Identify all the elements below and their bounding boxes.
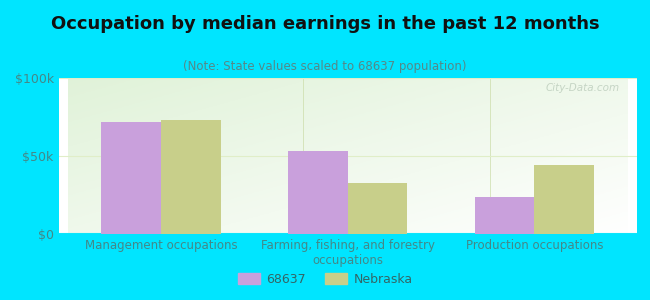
Bar (348, 182, 408, 234)
Bar (288, 151, 348, 234)
Legend: 68637, Nebraska: 68637, Nebraska (233, 268, 417, 291)
Bar (101, 122, 161, 234)
Text: Occupation by median earnings in the past 12 months: Occupation by median earnings in the pas… (51, 15, 599, 33)
Text: City-Data.com: City-Data.com (545, 83, 619, 93)
Bar (474, 196, 534, 234)
Text: (Note: State values scaled to 68637 population): (Note: State values scaled to 68637 popu… (183, 60, 467, 73)
Bar (534, 165, 594, 234)
Bar (161, 120, 221, 234)
